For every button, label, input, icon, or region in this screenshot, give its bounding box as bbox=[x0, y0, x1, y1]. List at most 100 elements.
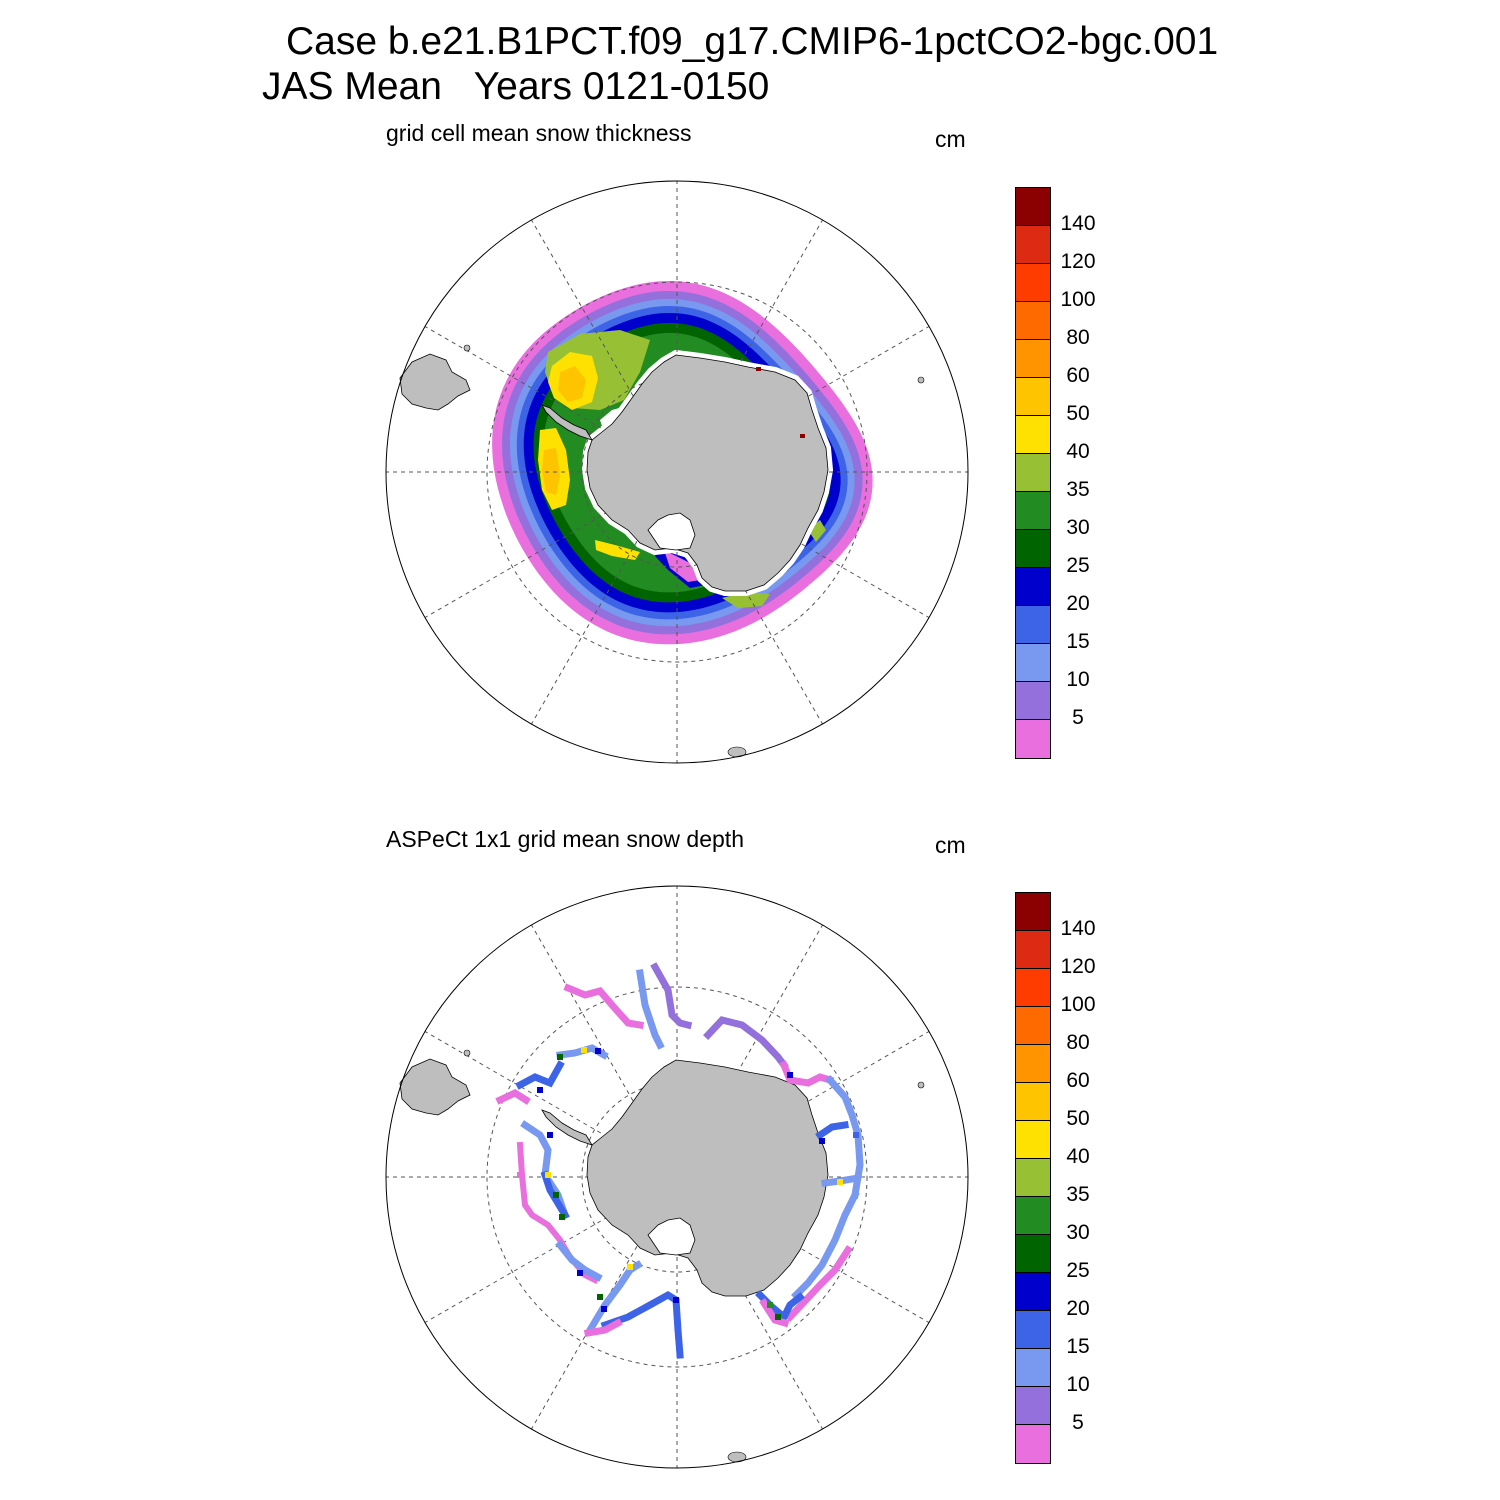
figure-title-line1: Case b.e21.B1PCT.f09_g17.CMIP6-1pctCO2-b… bbox=[286, 20, 1219, 63]
map2-obs-cell-10 bbox=[597, 1294, 603, 1300]
panel2-colorbar-tick-label: 60 bbox=[1066, 1069, 1090, 1092]
map2-ship-track-3 bbox=[703, 1016, 789, 1070]
map1-south-america-tip bbox=[399, 353, 471, 411]
panel1-colorbar-tick-label: 40 bbox=[1066, 440, 1090, 463]
map2-obs-cell-11 bbox=[673, 1297, 679, 1303]
panel1-colorbar-tick-label: 35 bbox=[1066, 478, 1090, 501]
panel1-colorbar-segment bbox=[1016, 302, 1050, 340]
map2-obs-cell-4 bbox=[547, 1132, 553, 1138]
panel2-colorbar-segment bbox=[1016, 1197, 1050, 1235]
panel2-colorbar-tick-label: 5 bbox=[1072, 1411, 1084, 1434]
panel2-colorbar-tick-label: 10 bbox=[1066, 1373, 1090, 1396]
panel2-colorbar-tick-label: 30 bbox=[1066, 1221, 1090, 1244]
map1-ross-polynya-inner bbox=[664, 550, 700, 582]
map2-antarctica bbox=[586, 1059, 829, 1297]
panel1-colorbar-tick-label: 140 bbox=[1060, 212, 1096, 235]
map1-antarctic-peninsula bbox=[541, 404, 593, 441]
panel1-units: cm bbox=[935, 126, 966, 152]
panel2-colorbar-segment bbox=[1016, 1159, 1050, 1197]
panel2-colorbar-tick-label: 40 bbox=[1066, 1145, 1090, 1168]
panel2-colorbar-tick-label: 50 bbox=[1066, 1107, 1090, 1130]
map2-ship-track-5 bbox=[515, 1060, 565, 1090]
panel1-colorbar-segment bbox=[1016, 226, 1050, 264]
panel1-polar-map bbox=[385, 180, 969, 764]
map2-ship-track-12 bbox=[600, 1290, 684, 1359]
map2-obs-cell-17 bbox=[787, 1072, 793, 1078]
map2-map-boundary bbox=[385, 885, 969, 1469]
map2-obs-cell-19 bbox=[601, 1306, 607, 1312]
map2-ship-track-19 bbox=[785, 1245, 853, 1322]
panel2-colorbar-segment bbox=[1016, 931, 1050, 969]
map2-obs-cell-0 bbox=[557, 1054, 563, 1060]
panel2-colorbar-tick-label: 140 bbox=[1060, 917, 1096, 940]
map1-island-falklands bbox=[463, 344, 471, 352]
panel2-colorbar-segment bbox=[1016, 893, 1050, 931]
panel1-colorbar-segment bbox=[1016, 454, 1050, 492]
panel1-subtitle: grid cell mean snow thickness bbox=[386, 120, 692, 146]
panel1-colorbar-tick-label: 5 bbox=[1072, 706, 1084, 729]
map1-peninsula-west-gold bbox=[542, 448, 560, 495]
map2-south-america-tip bbox=[399, 1058, 471, 1116]
panel1-colorbar-segment bbox=[1016, 606, 1050, 644]
panel1-colorbar-tick-label: 15 bbox=[1066, 630, 1090, 653]
map2-ship-track-10 bbox=[555, 1240, 603, 1282]
panel1-colorbar bbox=[1015, 187, 1051, 759]
panel1-colorbar-segment bbox=[1016, 188, 1050, 226]
map2-island-kerguelen bbox=[917, 1081, 925, 1089]
map1-east-light-green bbox=[808, 520, 826, 542]
map2-obs-cell-1 bbox=[581, 1047, 587, 1053]
map2-obs-cell-7 bbox=[559, 1214, 565, 1220]
panel2-colorbar-tick-label: 15 bbox=[1066, 1335, 1090, 1358]
map2-antarctic-peninsula bbox=[541, 1109, 593, 1146]
panel1-colorbar-segment bbox=[1016, 682, 1050, 720]
panel2-polar-map bbox=[385, 885, 969, 1469]
map2-obs-cell-15 bbox=[767, 1302, 773, 1308]
panel1-colorbar-tick-label: 120 bbox=[1060, 250, 1096, 273]
map1-map-boundary bbox=[385, 180, 969, 764]
panel1-colorbar-tick-label: 10 bbox=[1066, 668, 1090, 691]
map2-ship-track-13 bbox=[583, 1318, 623, 1338]
panel2-colorbar-tick-label: 100 bbox=[1060, 993, 1096, 1016]
map2-obs-cell-9 bbox=[627, 1264, 633, 1270]
map2-obs-cell-3 bbox=[537, 1087, 543, 1093]
panel1-colorbar-segment bbox=[1016, 416, 1050, 454]
panel2-colorbar-segment bbox=[1016, 1387, 1050, 1425]
map2-island-falklands bbox=[463, 1049, 471, 1057]
panel2-colorbar-segment bbox=[1016, 1273, 1050, 1311]
map1-ross-ice-shelf bbox=[647, 512, 696, 551]
panel2-colorbar-segment bbox=[1016, 1007, 1050, 1045]
map2-ship-track-6 bbox=[495, 1089, 531, 1105]
map1-coastal-max-pixel-1 bbox=[800, 434, 805, 438]
map2-obs-cell-14 bbox=[853, 1132, 859, 1138]
map2-ship-track-18 bbox=[791, 1190, 860, 1300]
panel2-colorbar-segment bbox=[1016, 1045, 1050, 1083]
map2-ship-track-16 bbox=[815, 1121, 849, 1140]
map2-obs-cell-2 bbox=[595, 1048, 601, 1054]
panel2-colorbar-segment bbox=[1016, 1349, 1050, 1387]
panel1-colorbar-segment bbox=[1016, 720, 1050, 758]
map1-antarctica bbox=[586, 354, 829, 592]
map1-latitude-circle-60s bbox=[486, 281, 868, 663]
panel1-colorbar-segment bbox=[1016, 568, 1050, 606]
panel2-colorbar-segment bbox=[1016, 1425, 1050, 1463]
panel2-colorbar-segment bbox=[1016, 1311, 1050, 1349]
panel1-colorbar-segment bbox=[1016, 264, 1050, 302]
map2-obs-cell-16 bbox=[775, 1314, 781, 1320]
panel1-colorbar-tick-label: 80 bbox=[1066, 326, 1090, 349]
map2-obs-cell-5 bbox=[545, 1172, 551, 1178]
panel2-colorbar bbox=[1015, 892, 1051, 1464]
map2-ross-ice-shelf bbox=[647, 1217, 696, 1256]
map2-latitude-circle-60s bbox=[486, 986, 868, 1368]
panel1-colorbar-tick-label: 25 bbox=[1066, 554, 1090, 577]
map2-ship-track-15 bbox=[825, 1075, 864, 1200]
panel1-colorbar-segment bbox=[1016, 378, 1050, 416]
figure-title-line2: JAS Mean Years 0121-0150 bbox=[262, 65, 770, 108]
panel1-colorbar-tick-label: 60 bbox=[1066, 364, 1090, 387]
panel2-colorbar-segment bbox=[1016, 1121, 1050, 1159]
map1-island-kerguelen bbox=[917, 376, 925, 384]
panel1-colorbar-segment bbox=[1016, 492, 1050, 530]
map1-coastal-max-pixel-2 bbox=[756, 367, 761, 371]
panel1-colorbar-segment bbox=[1016, 340, 1050, 378]
panel1-colorbar-tick-label: 50 bbox=[1066, 402, 1090, 425]
map2-obs-cell-6 bbox=[553, 1192, 559, 1198]
